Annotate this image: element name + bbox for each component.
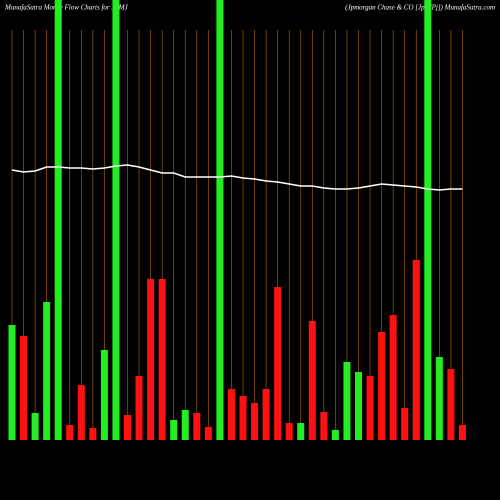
bar (412, 260, 420, 440)
bar (193, 413, 201, 440)
bar (89, 428, 97, 440)
bar (135, 376, 143, 440)
bar (112, 0, 120, 440)
bar (43, 302, 51, 440)
bar (204, 427, 212, 440)
bar (331, 430, 339, 440)
bar (239, 396, 247, 440)
bar (31, 413, 39, 440)
bar (435, 357, 443, 440)
bar (424, 0, 432, 440)
bar (366, 376, 374, 440)
bar (251, 403, 259, 440)
chart-subtitle: (Jpmorgan Chase & CO [Jpm/Pj]) MunafaSut… (345, 4, 495, 12)
bar (389, 315, 397, 440)
bar (8, 325, 16, 440)
bar (54, 0, 62, 440)
bar (285, 423, 293, 440)
bar (77, 385, 85, 440)
bar (401, 408, 409, 440)
bar (216, 0, 224, 440)
bar (262, 389, 270, 440)
bar (320, 412, 328, 440)
bar (100, 350, 108, 440)
chart-title: MunafaSutra Money Flow Charts for JPMJ (4, 4, 129, 12)
bar (66, 425, 74, 440)
bar (308, 321, 316, 440)
bar (378, 332, 386, 440)
bar (227, 389, 235, 440)
bar (181, 410, 189, 440)
price-line (11, 164, 463, 191)
bar (124, 415, 131, 440)
bar (297, 423, 305, 440)
bar (147, 279, 155, 440)
bar (355, 372, 362, 440)
bar (447, 369, 455, 440)
bar (158, 279, 166, 440)
bar (458, 425, 466, 440)
bar (343, 362, 351, 440)
bar (20, 336, 28, 440)
bar (274, 287, 282, 440)
bar (170, 420, 178, 440)
